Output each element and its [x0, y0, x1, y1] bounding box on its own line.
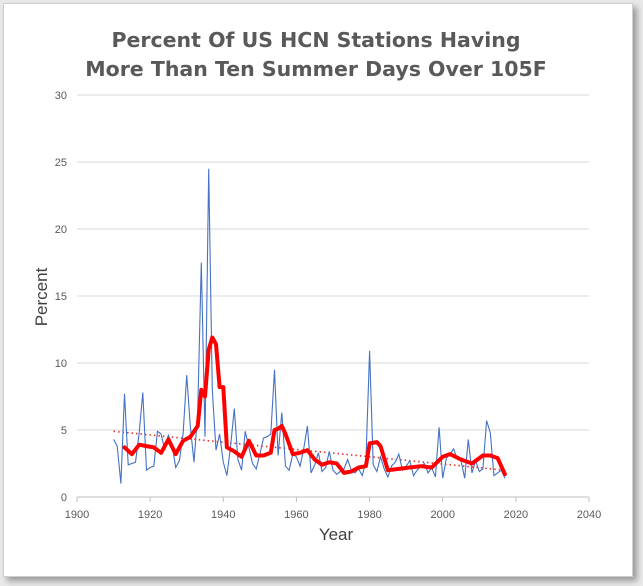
x-tick-label: 1960 [284, 509, 308, 521]
y-axis-label: Percent [32, 267, 51, 326]
y-tick-label: 25 [55, 157, 67, 169]
y-tick-label: 20 [55, 224, 67, 236]
y-tick-label: 15 [55, 291, 67, 303]
x-tick-label: 2000 [430, 509, 454, 521]
x-tick-label: 1940 [211, 509, 235, 521]
x-axis-label: Year [319, 525, 354, 544]
smoothed-average-series-line [122, 335, 507, 477]
y-tick-label: 30 [55, 90, 67, 102]
series-layer [113, 168, 507, 484]
x-tick-label: 2020 [504, 509, 528, 521]
tick-labels: 0 5 10 15 20 25 30 1900 1920 1940 1960 1980 2000 2020… [55, 90, 601, 521]
chart-title-line-2: More Than Ten Summer Days Over 105F [85, 57, 547, 81]
y-tick-label: 5 [61, 425, 67, 437]
x-tick-label: 1980 [357, 509, 381, 521]
x-tick-label: 1920 [138, 509, 162, 521]
x-tick-label: 1900 [65, 509, 89, 521]
y-tick-label: 0 [61, 492, 67, 504]
chart-title-line-1: Percent Of US HCN Stations Having [111, 28, 520, 52]
y-tick-label: 10 [55, 358, 67, 370]
chart-frame [3, 3, 633, 577]
x-tick-label: 2040 [577, 509, 601, 521]
gridlines [76, 94, 590, 502]
